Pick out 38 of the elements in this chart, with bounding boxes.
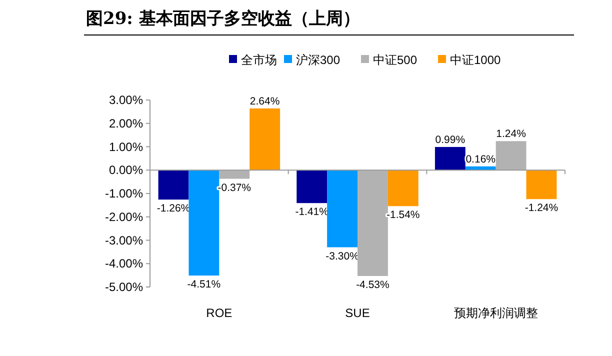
- bar: [434, 146, 466, 170]
- y-tick-label: 0.00%: [108, 163, 144, 178]
- bar: [327, 170, 358, 248]
- data-label: -3.30%: [326, 250, 359, 262]
- legend-label: 中证500: [373, 53, 418, 67]
- chart-title: 图29: 基本面因子多空收益（上周）: [86, 9, 360, 29]
- y-tick-label: 1.00%: [108, 140, 144, 154]
- x-tick-label: 预期净利润调整: [454, 306, 538, 320]
- x-tick-label: ROE: [206, 306, 232, 320]
- data-label: -4.53%: [356, 279, 390, 292]
- bar: [496, 141, 526, 170]
- bar: [358, 170, 388, 276]
- bar: [158, 170, 189, 200]
- legend-label: 全市场: [241, 53, 277, 67]
- bar: [250, 108, 280, 170]
- data-label: 0.99%: [435, 134, 466, 146]
- bar: [526, 170, 557, 200]
- y-tick-label: -4.00%: [104, 256, 144, 271]
- legend-label: 沪深300: [296, 53, 340, 67]
- y-tick-label: 3.00%: [108, 93, 144, 107]
- data-label: -1.26%: [156, 202, 190, 215]
- data-label: -1.24%: [524, 202, 558, 214]
- y-tick-label: -5.00%: [104, 280, 144, 294]
- bar: [388, 170, 418, 206]
- data-label: 0.16%: [466, 153, 496, 166]
- y-tick-label: -1.00%: [104, 186, 144, 200]
- x-tick-label: SUE: [345, 306, 370, 320]
- data-label: 1.24%: [496, 128, 526, 140]
- bar: [188, 170, 220, 276]
- legend-label: 中证1000: [450, 53, 502, 67]
- y-tick-label: -3.00%: [104, 233, 144, 248]
- data-label: -1.54%: [386, 209, 420, 222]
- y-tick-label: 2.00%: [108, 116, 144, 130]
- bar: [219, 170, 250, 179]
- data-label: -4.51%: [187, 278, 221, 291]
- data-label: 2.64%: [250, 95, 280, 108]
- y-tick-label: -2.00%: [104, 210, 144, 224]
- bar: [296, 170, 328, 204]
